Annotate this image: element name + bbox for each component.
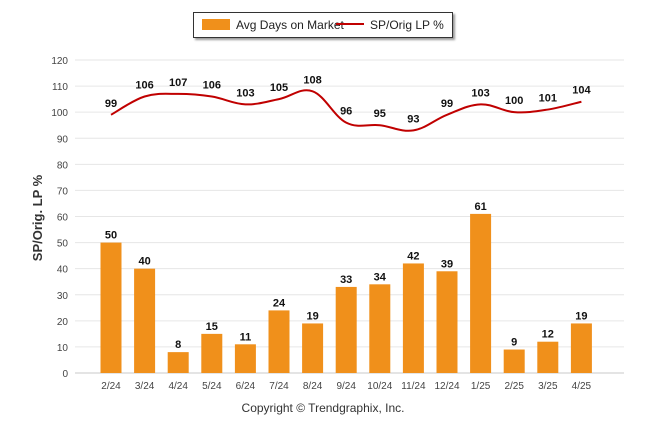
x-tick-label: 4/24	[168, 381, 188, 392]
bar-value-label: 61	[474, 201, 486, 213]
bar-value-label: 11	[240, 331, 252, 343]
legend-swatch-line	[336, 23, 364, 25]
bar	[570, 323, 592, 373]
line-value-label: 106	[135, 80, 153, 92]
line-value-label: 101	[539, 93, 557, 105]
bar-value-label: 50	[105, 230, 117, 242]
y-tick-label: 20	[57, 317, 69, 328]
line-value-label: 99	[105, 98, 117, 110]
x-axis-ticks: 2/24 3/24 4/24 5/24 6/24 7/24 8/24 9/24 10/24 11/…	[101, 381, 591, 392]
legend: Avg Days on Market SP/Orig LP %	[193, 12, 453, 38]
gridlines	[75, 59, 624, 374]
legend-swatch-bar	[202, 19, 230, 30]
line-value-label: 99	[441, 98, 453, 110]
y-tick-label: 60	[57, 213, 69, 224]
bar	[402, 263, 424, 373]
bar-series: 50 40 8 15 11 24 19 33 34 42 39 61 9 12 19	[100, 201, 592, 373]
legend-label-bar: Avg Days on Market	[236, 18, 344, 32]
bar-value-label: 40	[138, 256, 150, 268]
x-tick-label: 3/25	[538, 381, 558, 392]
x-tick-label: 5/24	[202, 381, 222, 392]
x-tick-label: 11/24	[401, 381, 426, 392]
bar	[167, 352, 189, 373]
x-tick-label: 7/24	[269, 381, 289, 392]
bar-value-label: 19	[575, 310, 587, 322]
bar	[234, 344, 256, 373]
bar	[503, 349, 525, 373]
line-value-label: 108	[303, 74, 321, 86]
bar	[369, 284, 391, 373]
line-value-label: 95	[374, 108, 386, 120]
y-axis-label: SP/Orig. LP %	[30, 174, 45, 261]
line-value-label: 96	[340, 106, 352, 118]
bar-value-label: 34	[374, 271, 387, 283]
line-value-label: 106	[203, 80, 221, 92]
line-value-label: 103	[236, 87, 254, 99]
line-value-label: 103	[471, 87, 489, 99]
bar	[201, 333, 223, 373]
bar	[134, 268, 156, 373]
bar	[268, 310, 290, 373]
bar	[335, 286, 357, 373]
bar-value-label: 39	[441, 258, 453, 270]
bar-value-label: 33	[340, 274, 352, 286]
y-tick-label: 50	[57, 239, 69, 250]
line-series: 99 106 107 106 103 105 108 96 95 93 99 103 100 101 104	[105, 74, 591, 132]
line-value-label: 105	[270, 82, 288, 94]
y-tick-label: 110	[52, 82, 68, 93]
y-tick-label: 0	[62, 369, 68, 380]
line-value-label: 104	[572, 85, 591, 97]
bar	[302, 323, 324, 373]
x-tick-label: 8/24	[303, 381, 323, 392]
x-tick-label: 2/24	[101, 381, 121, 392]
x-tick-label: 10/24	[367, 381, 392, 392]
bar	[537, 341, 559, 373]
y-tick-label: 100	[51, 108, 68, 119]
series-line	[110, 89, 582, 132]
line-value-label: 93	[407, 113, 419, 125]
bar	[100, 242, 122, 373]
y-tick-label: 120	[51, 56, 68, 67]
y-tick-label: 30	[57, 291, 69, 302]
bar-value-label: 15	[206, 321, 218, 333]
x-tick-label: 2/25	[504, 381, 524, 392]
y-tick-label: 90	[57, 134, 69, 145]
y-tick-label: 70	[57, 186, 69, 197]
bar-value-label: 19	[306, 310, 318, 322]
bar-value-label: 12	[542, 329, 554, 341]
x-tick-label: 9/24	[336, 381, 356, 392]
copyright-text: Copyright © Trendgraphix, Inc.	[241, 401, 405, 415]
line-value-label: 100	[505, 95, 523, 107]
y-tick-label: 80	[57, 160, 69, 171]
x-tick-label: 12/24	[434, 381, 459, 392]
bar	[470, 213, 492, 373]
y-tick-label: 40	[57, 265, 69, 276]
bar-value-label: 8	[175, 339, 181, 351]
legend-label-line: SP/Orig LP %	[370, 18, 444, 32]
x-tick-label: 4/25	[572, 381, 592, 392]
bar-value-label: 24	[273, 297, 286, 309]
bar-value-label: 9	[511, 337, 517, 349]
x-tick-label: 6/24	[236, 381, 256, 392]
y-tick-label: 10	[57, 343, 69, 354]
x-tick-label: 1/25	[471, 381, 491, 392]
y-axis-ticks: 0 10 20 30 40 50 60 70 80 90 100 110 120	[51, 56, 68, 380]
bar-value-label: 42	[407, 250, 419, 262]
bar	[436, 271, 458, 373]
x-tick-label: 3/24	[135, 381, 155, 392]
line-value-label: 107	[169, 77, 187, 89]
